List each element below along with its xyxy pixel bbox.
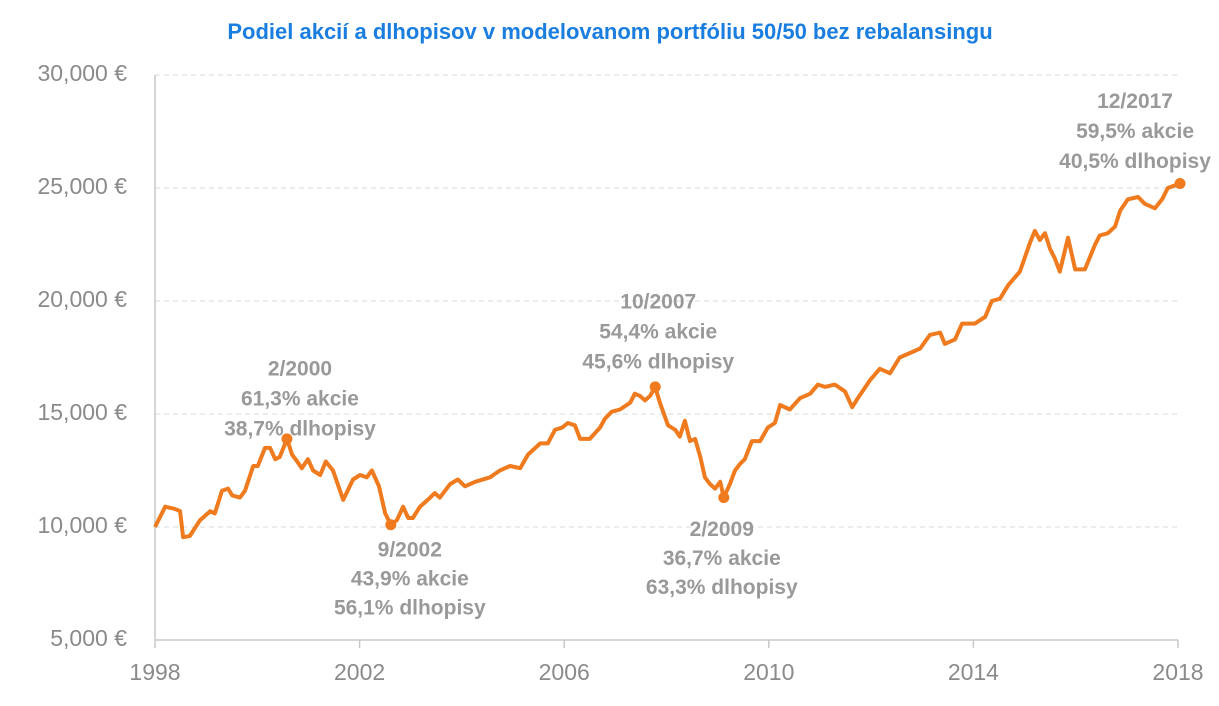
y-tick-label: 10,000 €	[37, 512, 127, 538]
y-tick-label: 5,000 €	[50, 625, 127, 651]
annotation-text: 43,9% akcie	[351, 567, 469, 590]
y-tick-label: 20,000 €	[37, 286, 127, 312]
annotation-dot	[718, 492, 730, 504]
annotation-text: 12/2017	[1097, 90, 1173, 113]
annotation-text: 61,3% akcie	[241, 387, 359, 410]
annotation-dot	[649, 381, 661, 393]
annotation-text: 54,4% akcie	[599, 320, 717, 343]
chart-title: Podiel akcií a dlhopisov v modelovanom p…	[227, 19, 992, 44]
annotation-text: 10/2007	[620, 290, 696, 313]
annotation-dot	[1174, 177, 1186, 189]
annotation-text: 59,5% akcie	[1076, 120, 1194, 143]
y-tick-label: 15,000 €	[37, 399, 127, 425]
x-tick-label: 2014	[948, 659, 999, 685]
annotation-dot	[281, 433, 293, 445]
annotation-text: 63,3% dlhopisy	[646, 576, 798, 599]
annotation-text: 38,7% dlhopisy	[224, 417, 376, 440]
x-tick-label: 2002	[334, 659, 385, 685]
annotation-dot	[385, 519, 397, 531]
annotation-text: 2/2009	[690, 518, 754, 541]
x-tick-label: 2018	[1152, 659, 1203, 685]
annotation-text: 9/2002	[378, 538, 442, 561]
annotation-text: 2/2000	[268, 357, 332, 380]
x-tick-label: 2006	[539, 659, 590, 685]
x-tick-label: 2010	[743, 659, 794, 685]
x-tick-label: 1998	[129, 659, 180, 685]
y-tick-label: 30,000 €	[37, 60, 127, 86]
annotation-text: 36,7% akcie	[663, 547, 781, 570]
annotation-text: 40,5% dlhopisy	[1059, 150, 1211, 173]
y-tick-label: 25,000 €	[37, 173, 127, 199]
annotation-text: 45,6% dlhopisy	[582, 350, 734, 373]
annotation-text: 56,1% dlhopisy	[334, 596, 486, 619]
